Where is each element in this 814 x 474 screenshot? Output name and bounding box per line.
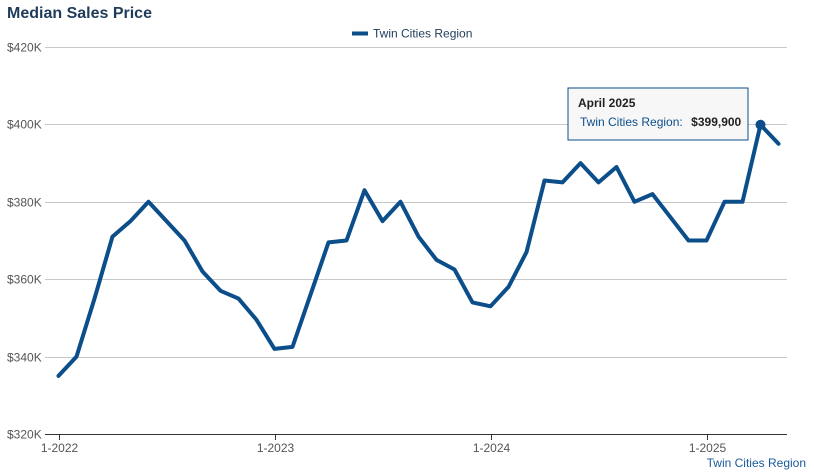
x-tick-label: 1-2023 [257, 441, 295, 455]
y-tick-label: $360K [7, 273, 42, 287]
tooltip-value: $399,900 [691, 115, 741, 129]
highlighted-point[interactable] [755, 119, 766, 130]
y-axis: $320K $340K $360K $380K $400K $420K [7, 41, 42, 442]
tooltip-series: Twin Cities Region: [580, 115, 683, 129]
y-tick-label: $340K [7, 351, 42, 365]
tooltip: April 2025 Twin Cities Region: $399,900 [567, 87, 749, 141]
tooltip-box [567, 87, 749, 141]
x-axis: 1-2022 1-2023 1-2024 1-2025 [41, 434, 727, 455]
tooltip-body: Twin Cities Region: $399,900 [580, 113, 742, 130]
x-tick-label: 1-2022 [41, 441, 79, 455]
series-twin-cities-region[interactable] [56, 119, 781, 378]
y-tick-label: $420K [7, 41, 42, 55]
tooltip-title: April 2025 [578, 96, 636, 110]
legend[interactable]: Twin Cities Region [352, 27, 472, 41]
x-tick-label: 1-2024 [473, 441, 511, 455]
legend-label[interactable]: Twin Cities Region [373, 27, 472, 41]
y-tick-label: $400K [7, 118, 42, 132]
series-line[interactable] [56, 122, 781, 378]
chart-title: Median Sales Price [7, 5, 152, 22]
x-tick-label: 1-2025 [689, 441, 727, 455]
credit-link[interactable]: Twin Cities Region [707, 456, 806, 470]
y-tick-label: $380K [7, 196, 42, 210]
y-tick-label: $320K [7, 428, 42, 442]
